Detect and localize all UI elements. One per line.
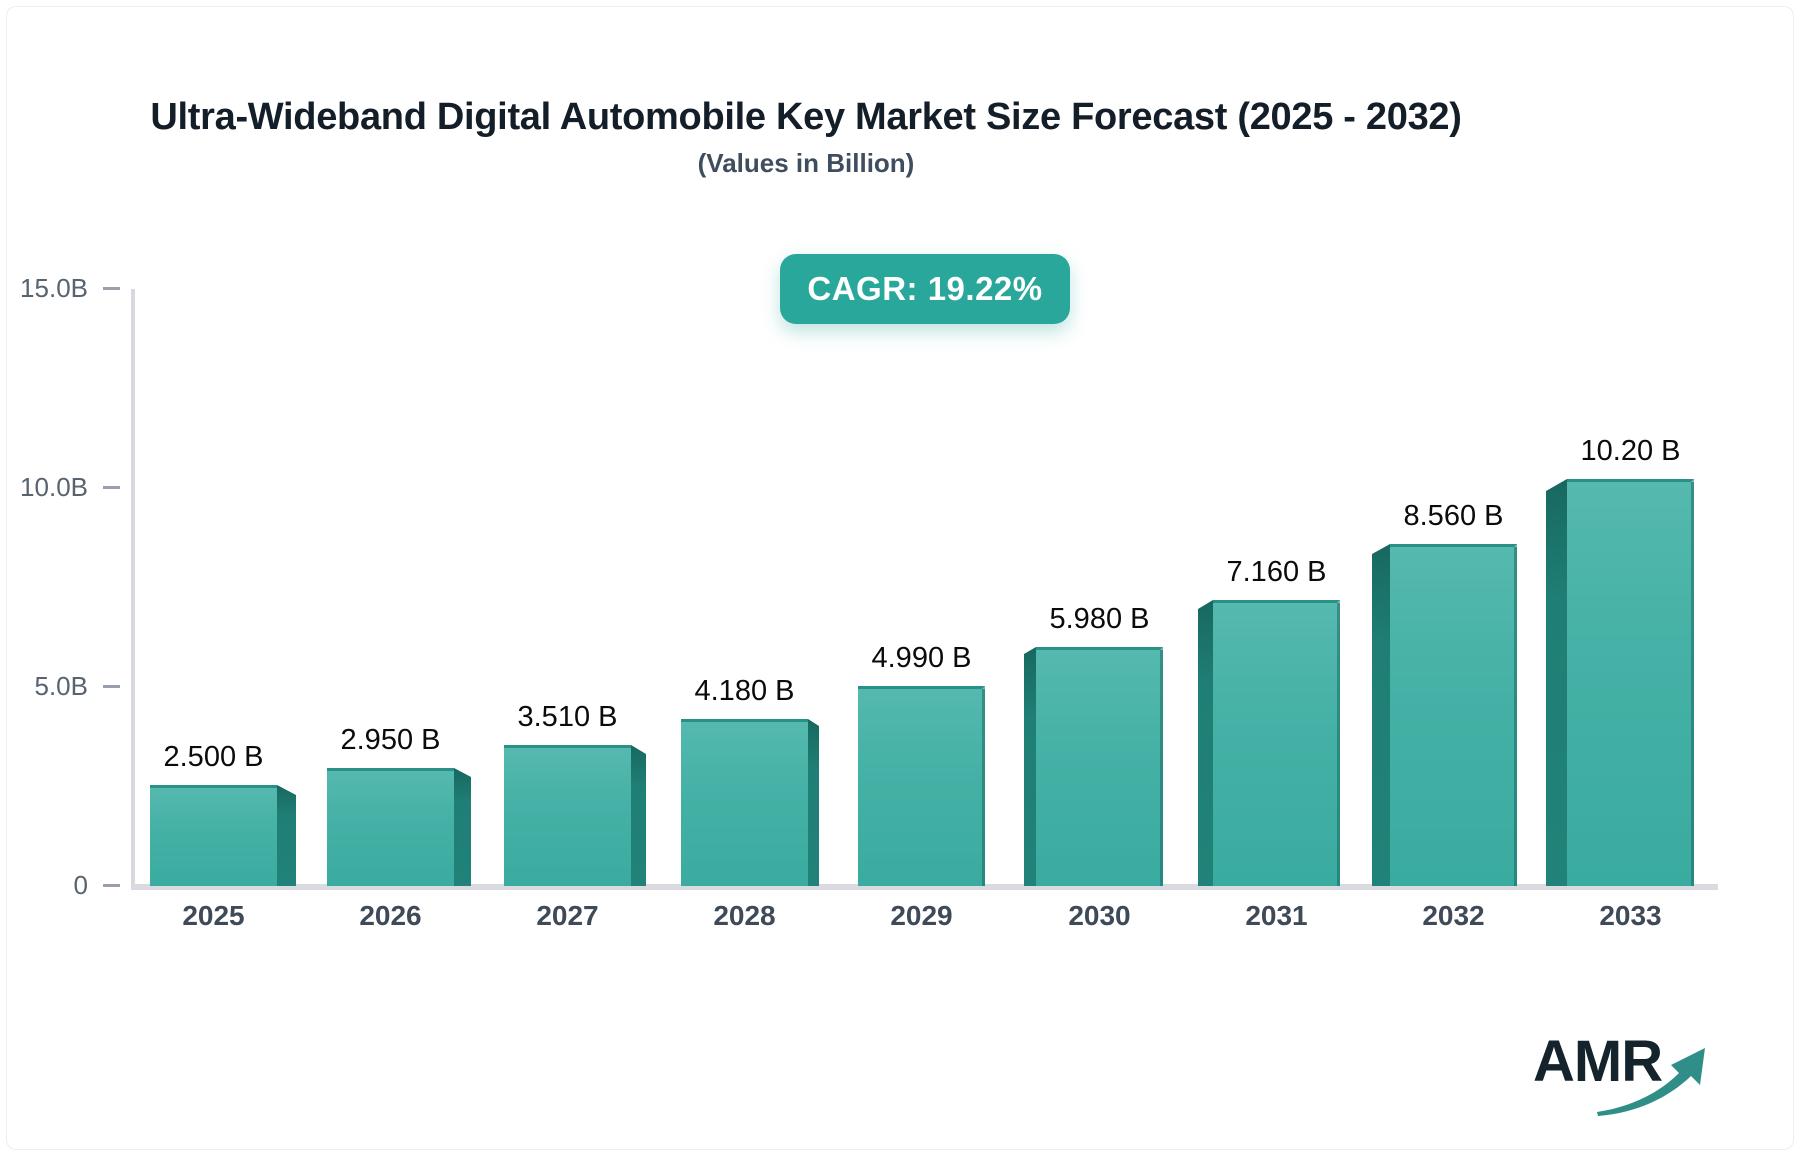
bar-2033 xyxy=(1567,479,1694,886)
bar-side-face xyxy=(808,719,819,886)
x-axis-year-label: 2029 xyxy=(890,900,953,931)
y-tick-label: 5.0B xyxy=(34,671,89,701)
bar-value-label: 4.180 B xyxy=(694,675,795,707)
bar-2032 xyxy=(1390,544,1517,886)
bar-2029 xyxy=(858,686,985,886)
bar-side-face xyxy=(631,745,646,886)
bar-side-face xyxy=(1546,479,1567,886)
y-tick-label: 0 xyxy=(73,870,88,900)
x-axis-year-label: 2028 xyxy=(713,900,776,931)
bar-value-label: 2.950 B xyxy=(340,724,441,756)
bar-side-face xyxy=(1198,600,1213,886)
bar-2030 xyxy=(1036,647,1163,886)
bar-2027 xyxy=(504,745,631,886)
bar-side-face xyxy=(1024,647,1036,886)
bar-2028 xyxy=(681,719,808,886)
y-tick xyxy=(103,685,120,688)
y-tick-label: 15.0B xyxy=(20,273,88,303)
bar-side-face xyxy=(1372,544,1390,886)
bar-value-label: 10.20 B xyxy=(1580,435,1681,467)
bar-value-label: 3.510 B xyxy=(517,701,618,733)
amr-logo-text: AMR xyxy=(1533,1029,1663,1094)
amr-logo: AMR xyxy=(1533,1028,1733,1118)
y-tick xyxy=(103,287,120,290)
cagr-badge-label: CAGR: 19.22% xyxy=(807,270,1043,307)
y-tick xyxy=(103,884,120,887)
bar-value-label: 7.160 B xyxy=(1226,556,1327,588)
x-axis-year-label: 2025 xyxy=(182,900,245,931)
bar-value-label: 8.560 B xyxy=(1403,500,1504,532)
growth-arrow-icon xyxy=(1597,1048,1705,1116)
bar-value-label: 5.980 B xyxy=(1049,603,1150,635)
x-axis-year-label: 2033 xyxy=(1599,900,1662,931)
bar-2025 xyxy=(150,785,277,886)
bar-2026 xyxy=(327,768,454,886)
card-frame xyxy=(6,6,1794,1150)
x-axis-baseline xyxy=(131,884,1718,890)
x-axis-year-label: 2032 xyxy=(1422,900,1485,931)
bar-side-face xyxy=(454,768,471,886)
chart-title: Ultra-Wideband Digital Automobile Key Ma… xyxy=(150,96,1462,138)
x-axis-year-label: 2031 xyxy=(1245,900,1308,931)
bar-value-label: 4.990 B xyxy=(871,642,972,674)
bar-2031 xyxy=(1213,600,1340,886)
y-axis-line xyxy=(131,289,135,889)
y-tick xyxy=(103,486,120,489)
x-axis-year-label: 2030 xyxy=(1068,900,1131,931)
bar-value-label: 2.500 B xyxy=(163,741,264,773)
cagr-badge: CAGR: 19.22% xyxy=(780,254,1070,324)
x-axis-year-label: 2027 xyxy=(536,900,599,931)
bar-side-face xyxy=(277,785,296,886)
y-tick-label: 10.0B xyxy=(20,472,88,502)
chart-subtitle: (Values in Billion) xyxy=(697,148,915,178)
x-axis-year-label: 2026 xyxy=(359,900,422,931)
